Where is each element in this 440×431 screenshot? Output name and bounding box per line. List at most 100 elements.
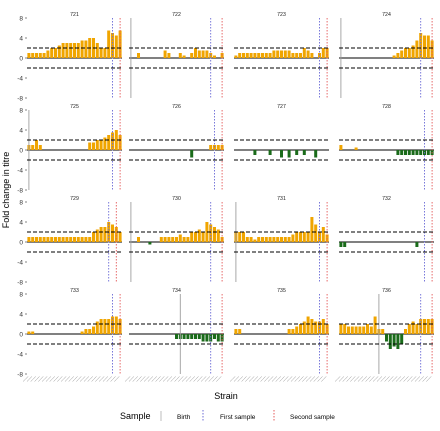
- x-tick-label: ——: [207, 375, 215, 383]
- y-tick-label: 4: [19, 127, 23, 134]
- bar: [392, 334, 396, 347]
- x-tick-label: ——: [282, 375, 290, 383]
- bar: [213, 55, 216, 58]
- bar: [88, 329, 92, 334]
- x-tick-label: ——: [286, 375, 294, 383]
- x-tick-label: ——: [244, 375, 252, 383]
- x-tick-label: ——: [236, 375, 244, 383]
- bar: [272, 50, 276, 58]
- bar: [103, 137, 107, 150]
- bar: [216, 334, 220, 342]
- bar: [27, 237, 31, 242]
- bar: [280, 50, 283, 58]
- bar: [186, 237, 190, 242]
- bar: [268, 53, 272, 58]
- y-tick-label: -4: [17, 167, 23, 174]
- bar: [276, 237, 280, 242]
- bar: [257, 237, 261, 242]
- bar: [137, 53, 140, 58]
- bar: [419, 150, 423, 155]
- bar: [291, 53, 295, 58]
- x-tick-label: ——: [124, 375, 132, 383]
- x-tick-label: ——: [127, 375, 135, 383]
- bar: [234, 55, 238, 58]
- bar: [205, 334, 209, 342]
- bar: [426, 150, 430, 155]
- bar: [114, 130, 118, 150]
- x-tick-label: ——: [131, 375, 139, 383]
- x-tick-label: ——: [37, 375, 45, 383]
- panel-title: 730: [172, 196, 181, 202]
- y-tick-label: -4: [17, 259, 23, 266]
- bar: [114, 316, 118, 334]
- x-tick-label: ——: [192, 375, 200, 383]
- bar: [400, 50, 404, 58]
- x-tick-label: ——: [162, 375, 170, 383]
- x-tick-label: ——: [154, 375, 162, 383]
- panel-731: 731: [234, 196, 329, 282]
- bar: [321, 319, 325, 334]
- bar: [61, 43, 65, 58]
- bar: [84, 329, 88, 334]
- x-tick-label: ——: [184, 375, 192, 383]
- x-tick-label: ——: [52, 375, 60, 383]
- x-tick-label: ——: [410, 375, 418, 383]
- x-tick-label: ——: [368, 375, 376, 383]
- bar: [95, 43, 99, 58]
- bar: [325, 48, 329, 58]
- bar: [287, 237, 291, 242]
- bar: [27, 53, 31, 58]
- bar: [213, 227, 216, 242]
- panel-title: 722: [172, 12, 181, 18]
- x-tick-label: ——: [417, 375, 425, 383]
- bar: [238, 232, 242, 242]
- bar: [411, 321, 415, 334]
- x-tick-label: ——: [229, 375, 237, 383]
- panel-730: 730: [129, 196, 224, 282]
- bar: [73, 237, 76, 242]
- x-tick-label: ——: [94, 375, 102, 383]
- panel-728: 728: [339, 104, 434, 190]
- x-tick-label: ——: [251, 375, 259, 383]
- bar: [84, 237, 88, 242]
- bar: [80, 40, 84, 58]
- y-tick-label: 8: [19, 15, 23, 22]
- bar: [46, 50, 50, 58]
- bar: [201, 334, 205, 342]
- bar: [175, 237, 178, 242]
- x-tick-label: ——: [169, 375, 177, 383]
- x-tick-label: ——: [413, 375, 421, 383]
- bar: [299, 232, 302, 242]
- panel-732: 732: [339, 196, 434, 282]
- panel-724: 724: [339, 12, 434, 98]
- x-tick-label: ——: [278, 375, 286, 383]
- bar: [321, 48, 325, 58]
- x-tick-label: ——: [232, 375, 240, 383]
- panels-layer: 721 -8 -4 0 4 8 722 723 724 725 -8 -4 0 4 8 726 727 728 72…: [17, 12, 434, 383]
- y-tick-label: 0: [19, 147, 23, 154]
- bar: [178, 53, 182, 58]
- x-tick-label: ——: [165, 375, 173, 383]
- x-tick-label: ——: [402, 375, 410, 383]
- bar: [264, 237, 268, 242]
- bar: [190, 53, 194, 58]
- bar: [159, 237, 163, 242]
- x-tick-label: ——: [177, 375, 185, 383]
- bar: [103, 227, 107, 242]
- bar: [88, 237, 92, 242]
- bar: [396, 150, 400, 155]
- bar: [283, 237, 287, 242]
- panel-734: 734—————————————————————————————————————…: [124, 288, 224, 383]
- bar: [186, 334, 190, 339]
- bar: [238, 53, 242, 58]
- bar: [118, 135, 122, 150]
- x-tick-label: ——: [364, 375, 372, 383]
- bar: [163, 50, 167, 58]
- bar: [137, 237, 140, 242]
- panel-729: 729 -8 -4 0 4 8: [17, 196, 122, 286]
- bar: [205, 50, 209, 58]
- x-tick-label: ——: [215, 375, 223, 383]
- bar: [61, 237, 65, 242]
- y-tick-label: -4: [17, 351, 23, 358]
